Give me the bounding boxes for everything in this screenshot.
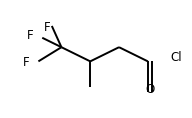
Text: Cl: Cl	[170, 51, 182, 64]
Text: F: F	[27, 30, 34, 42]
Text: O: O	[145, 83, 154, 96]
Text: F: F	[44, 21, 50, 34]
Text: F: F	[23, 56, 30, 69]
